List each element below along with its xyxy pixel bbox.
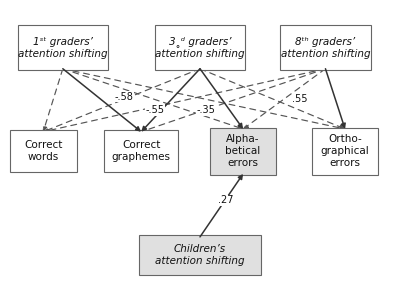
Text: 3˳ᵈ graders’
attention shifting: 3˳ᵈ graders’ attention shifting [155,36,245,59]
FancyBboxPatch shape [104,130,178,172]
FancyBboxPatch shape [139,235,261,275]
Text: 1ˢᵗ graders’
attention shifting: 1ˢᵗ graders’ attention shifting [18,37,108,59]
Text: Ortho-
graphical
errors: Ortho- graphical errors [321,134,370,168]
Text: 8ᵗʰ graders’
attention shifting: 8ᵗʰ graders’ attention shifting [281,37,370,59]
Text: .27: .27 [218,195,233,205]
FancyBboxPatch shape [18,25,108,70]
FancyBboxPatch shape [280,25,370,70]
Text: -.55: -.55 [146,105,164,115]
Text: -.35: -.35 [196,105,215,115]
FancyBboxPatch shape [10,130,76,172]
Text: Correct
graphemes: Correct graphemes [112,140,171,162]
Text: -.58: -.58 [114,92,133,102]
Text: Alpha-
betical
errors: Alpha- betical errors [226,134,261,168]
FancyBboxPatch shape [210,128,276,175]
Text: Correct
words: Correct words [24,140,62,162]
FancyBboxPatch shape [155,25,245,70]
Text: Children’s
attention shifting: Children’s attention shifting [155,244,245,266]
FancyBboxPatch shape [312,128,378,175]
Text: .55: .55 [292,94,308,104]
